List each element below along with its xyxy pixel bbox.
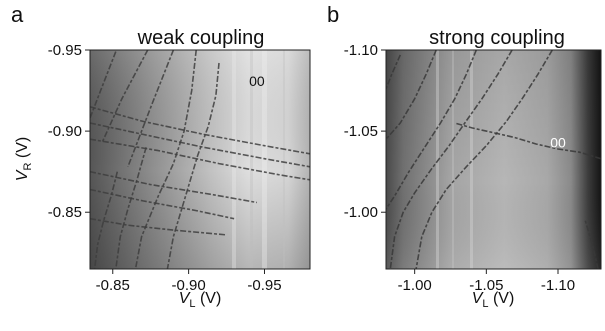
transition-line-1 xyxy=(386,50,437,140)
transition-line-2 xyxy=(386,50,478,210)
panel-letter: b xyxy=(327,2,339,27)
panel-title: strong coupling xyxy=(429,27,565,49)
transition-lines xyxy=(90,50,310,269)
x-tick-label: -1.00 xyxy=(398,277,432,294)
transition-line-6 xyxy=(90,122,310,168)
panel-strong-coupling: b strong coupling -1.00 -1.05 -1.10-1.10-1… xyxy=(327,2,602,310)
x-tick-label: -1.05 xyxy=(469,277,503,294)
y-tick-label: -1.00 xyxy=(344,204,378,221)
heatmap-image xyxy=(90,50,310,269)
transition-line-0 xyxy=(90,51,117,119)
transition-line-12 xyxy=(115,147,147,269)
plot-frame xyxy=(385,49,602,270)
transition-line-5 xyxy=(90,106,310,155)
transition-line-4 xyxy=(166,62,220,269)
heatmap-image xyxy=(386,50,601,269)
axis-ticks: -1.00 -1.05 -1.10 -1.10 -1.05 -1.00 xyxy=(344,42,575,294)
panel-weak-coupling: a weak coupling -0.85 -0.90 -0.95 -0.95 -0.9… xyxy=(11,2,311,310)
transition-line-7 xyxy=(90,138,310,181)
y-tick-label: -0.95 xyxy=(48,42,82,59)
transition-lines xyxy=(386,50,601,269)
y-tick-label: -0.90 xyxy=(48,123,82,140)
x-tick-label: -0.90 xyxy=(172,277,206,294)
transition-line-10 xyxy=(90,217,227,236)
y-axis-label: VR (V) xyxy=(14,137,34,181)
x-axis-label: VL (V) xyxy=(472,290,515,310)
panel-letter: a xyxy=(11,2,24,27)
transition-line-2 xyxy=(127,50,175,168)
transition-line-3 xyxy=(134,50,197,269)
x-tick-label: -0.95 xyxy=(247,277,281,294)
x-axis-label: VL (V) xyxy=(179,290,222,310)
transition-line-9 xyxy=(90,188,235,220)
region-label: 00 xyxy=(249,73,265,89)
transition-line-4 xyxy=(415,50,553,269)
transition-line-1 xyxy=(101,50,149,143)
y-tick-label: -1.10 xyxy=(344,42,378,59)
transition-line-0 xyxy=(386,54,402,90)
plot-frame xyxy=(89,49,311,270)
x-tick-label: -1.10 xyxy=(541,277,575,294)
transition-line-5 xyxy=(454,122,601,160)
region-label: 00 xyxy=(550,134,566,150)
y-tick-label: -1.05 xyxy=(344,123,378,140)
transition-line-3 xyxy=(389,50,513,269)
y-tick-label: -0.85 xyxy=(48,204,82,221)
axis-ticks: -0.85 -0.90 -0.95 -0.95 -0.90 -0.85 xyxy=(48,42,282,294)
x-tick-label: -0.85 xyxy=(96,277,130,294)
panel-title: weak coupling xyxy=(137,27,265,49)
transition-line-11 xyxy=(93,171,119,269)
transition-line-6 xyxy=(584,220,599,269)
transition-line-8 xyxy=(90,170,258,204)
